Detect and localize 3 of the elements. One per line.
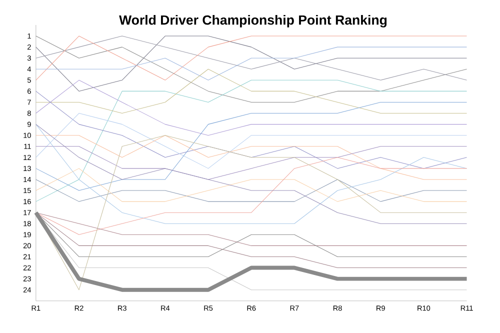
line-series: [36, 168, 468, 202]
chart-title: World Driver Championship Point Ranking: [119, 14, 387, 28]
line-series: [36, 90, 468, 169]
